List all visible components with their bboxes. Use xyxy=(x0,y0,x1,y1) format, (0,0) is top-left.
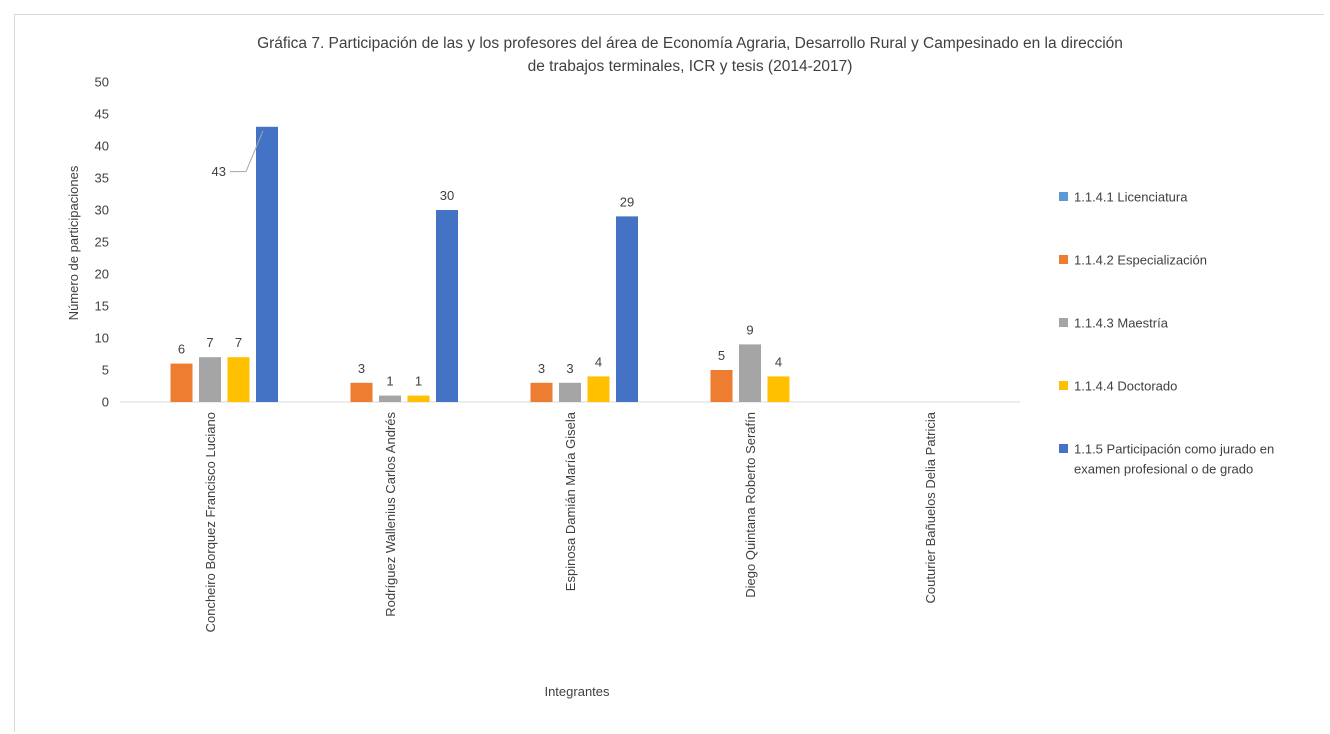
data-label: 1 xyxy=(386,374,393,389)
x-tick-label: Diego Quintana Roberto Serafín xyxy=(743,412,758,598)
legend-label: 1.1.4.3 Maestría xyxy=(1074,316,1169,331)
legend-label: 1.1.4.1 Licenciatura xyxy=(1074,190,1188,205)
legend-item: 1.1.5 Participación como jurado en examen… xyxy=(1059,442,1274,477)
data-label: 3 xyxy=(358,361,365,376)
legend-swatch xyxy=(1059,381,1068,390)
bar xyxy=(710,370,733,402)
data-label: 1 xyxy=(415,374,422,389)
data-label: 7 xyxy=(235,335,242,350)
y-tick-label: 5 xyxy=(102,363,109,378)
bar xyxy=(767,376,790,402)
legend-item: 1.1.4.1 Licenciatura xyxy=(1059,190,1188,205)
y-tick-label: 40 xyxy=(95,139,109,154)
data-label: 4 xyxy=(595,354,602,369)
bar xyxy=(170,363,193,402)
bar xyxy=(739,344,761,402)
chart-title-line-2: de trabajos terminales, ICR y tesis (201… xyxy=(528,58,853,75)
data-label: 5 xyxy=(718,348,725,363)
data-label: 4 xyxy=(775,354,782,369)
chart-title-line-1: Gráfica 7. Participación de las y los pr… xyxy=(257,35,1123,52)
x-axis-label: Integrantes xyxy=(544,684,610,699)
data-label: 6 xyxy=(178,342,185,357)
data-label: 30 xyxy=(440,188,454,203)
bar xyxy=(587,376,610,402)
data-label: 3 xyxy=(566,361,573,376)
chart-title: Gráfica 7. Participación de las y los pr… xyxy=(257,35,1123,75)
y-tick-label: 50 xyxy=(95,75,109,90)
y-axis-label: Número de participaciones xyxy=(66,165,81,320)
legend-item: 1.1.4.2 Especialización xyxy=(1059,253,1207,268)
bar xyxy=(616,216,638,402)
y-tick-label: 15 xyxy=(95,299,109,314)
legend-label: examen profesional o de grado xyxy=(1074,462,1253,477)
legend: 1.1.4.1 Licenciatura 1.1.4.2 Especializac… xyxy=(1059,190,1274,477)
data-label: 3 xyxy=(538,361,545,376)
bar xyxy=(350,382,373,402)
bars-group xyxy=(170,126,790,403)
legend-swatch xyxy=(1059,255,1068,264)
y-tick-label: 25 xyxy=(95,235,109,250)
legend-label: 1.1.4.4 Doctorado xyxy=(1074,379,1177,394)
legend-swatch xyxy=(1059,318,1068,327)
data-label: 9 xyxy=(746,322,753,337)
data-label: 7 xyxy=(206,335,213,350)
legend-label: 1.1.4.2 Especialización xyxy=(1074,253,1207,268)
x-tick-label: Rodríguez Wallenius Carlos Andrés xyxy=(383,412,398,617)
legend-swatch xyxy=(1059,192,1068,201)
bar xyxy=(436,210,458,402)
bar xyxy=(407,395,430,402)
bar xyxy=(256,126,278,403)
x-tick-label: Espinosa Damián María Gisela xyxy=(563,411,578,591)
bar xyxy=(199,357,221,402)
bar xyxy=(559,382,581,402)
data-label: 43 xyxy=(212,164,226,179)
legend-label: 1.1.5 Participación como jurado en xyxy=(1074,442,1274,457)
chart-frame xyxy=(14,14,1324,732)
x-tick-label: Couturier Bañuelos Delia Patricia xyxy=(923,411,938,603)
y-tick-label: 0 xyxy=(102,395,109,410)
legend-item: 1.1.4.4 Doctorado xyxy=(1059,379,1177,394)
legend-swatch xyxy=(1059,444,1068,453)
legend-item: 1.1.4.3 Maestría xyxy=(1059,316,1169,331)
data-label: 29 xyxy=(620,194,634,209)
y-tick-label: 45 xyxy=(95,107,109,122)
y-tick-label: 30 xyxy=(95,203,109,218)
bar xyxy=(379,395,401,402)
bar xyxy=(227,357,250,402)
x-tick-labels: Concheiro Borquez Francisco Luciano Rodrí… xyxy=(203,411,938,632)
data-labels-group: 6 7 7 43 3 1 1 30 3 3 4 29 5 9 4 xyxy=(178,130,782,389)
y-tick-label: 10 xyxy=(95,331,109,346)
y-tick-label: 20 xyxy=(95,267,109,282)
y-tick-label: 35 xyxy=(95,171,109,186)
bar xyxy=(530,382,553,402)
callout-leader-line xyxy=(230,130,264,173)
x-tick-label: Concheiro Borquez Francisco Luciano xyxy=(203,412,218,632)
